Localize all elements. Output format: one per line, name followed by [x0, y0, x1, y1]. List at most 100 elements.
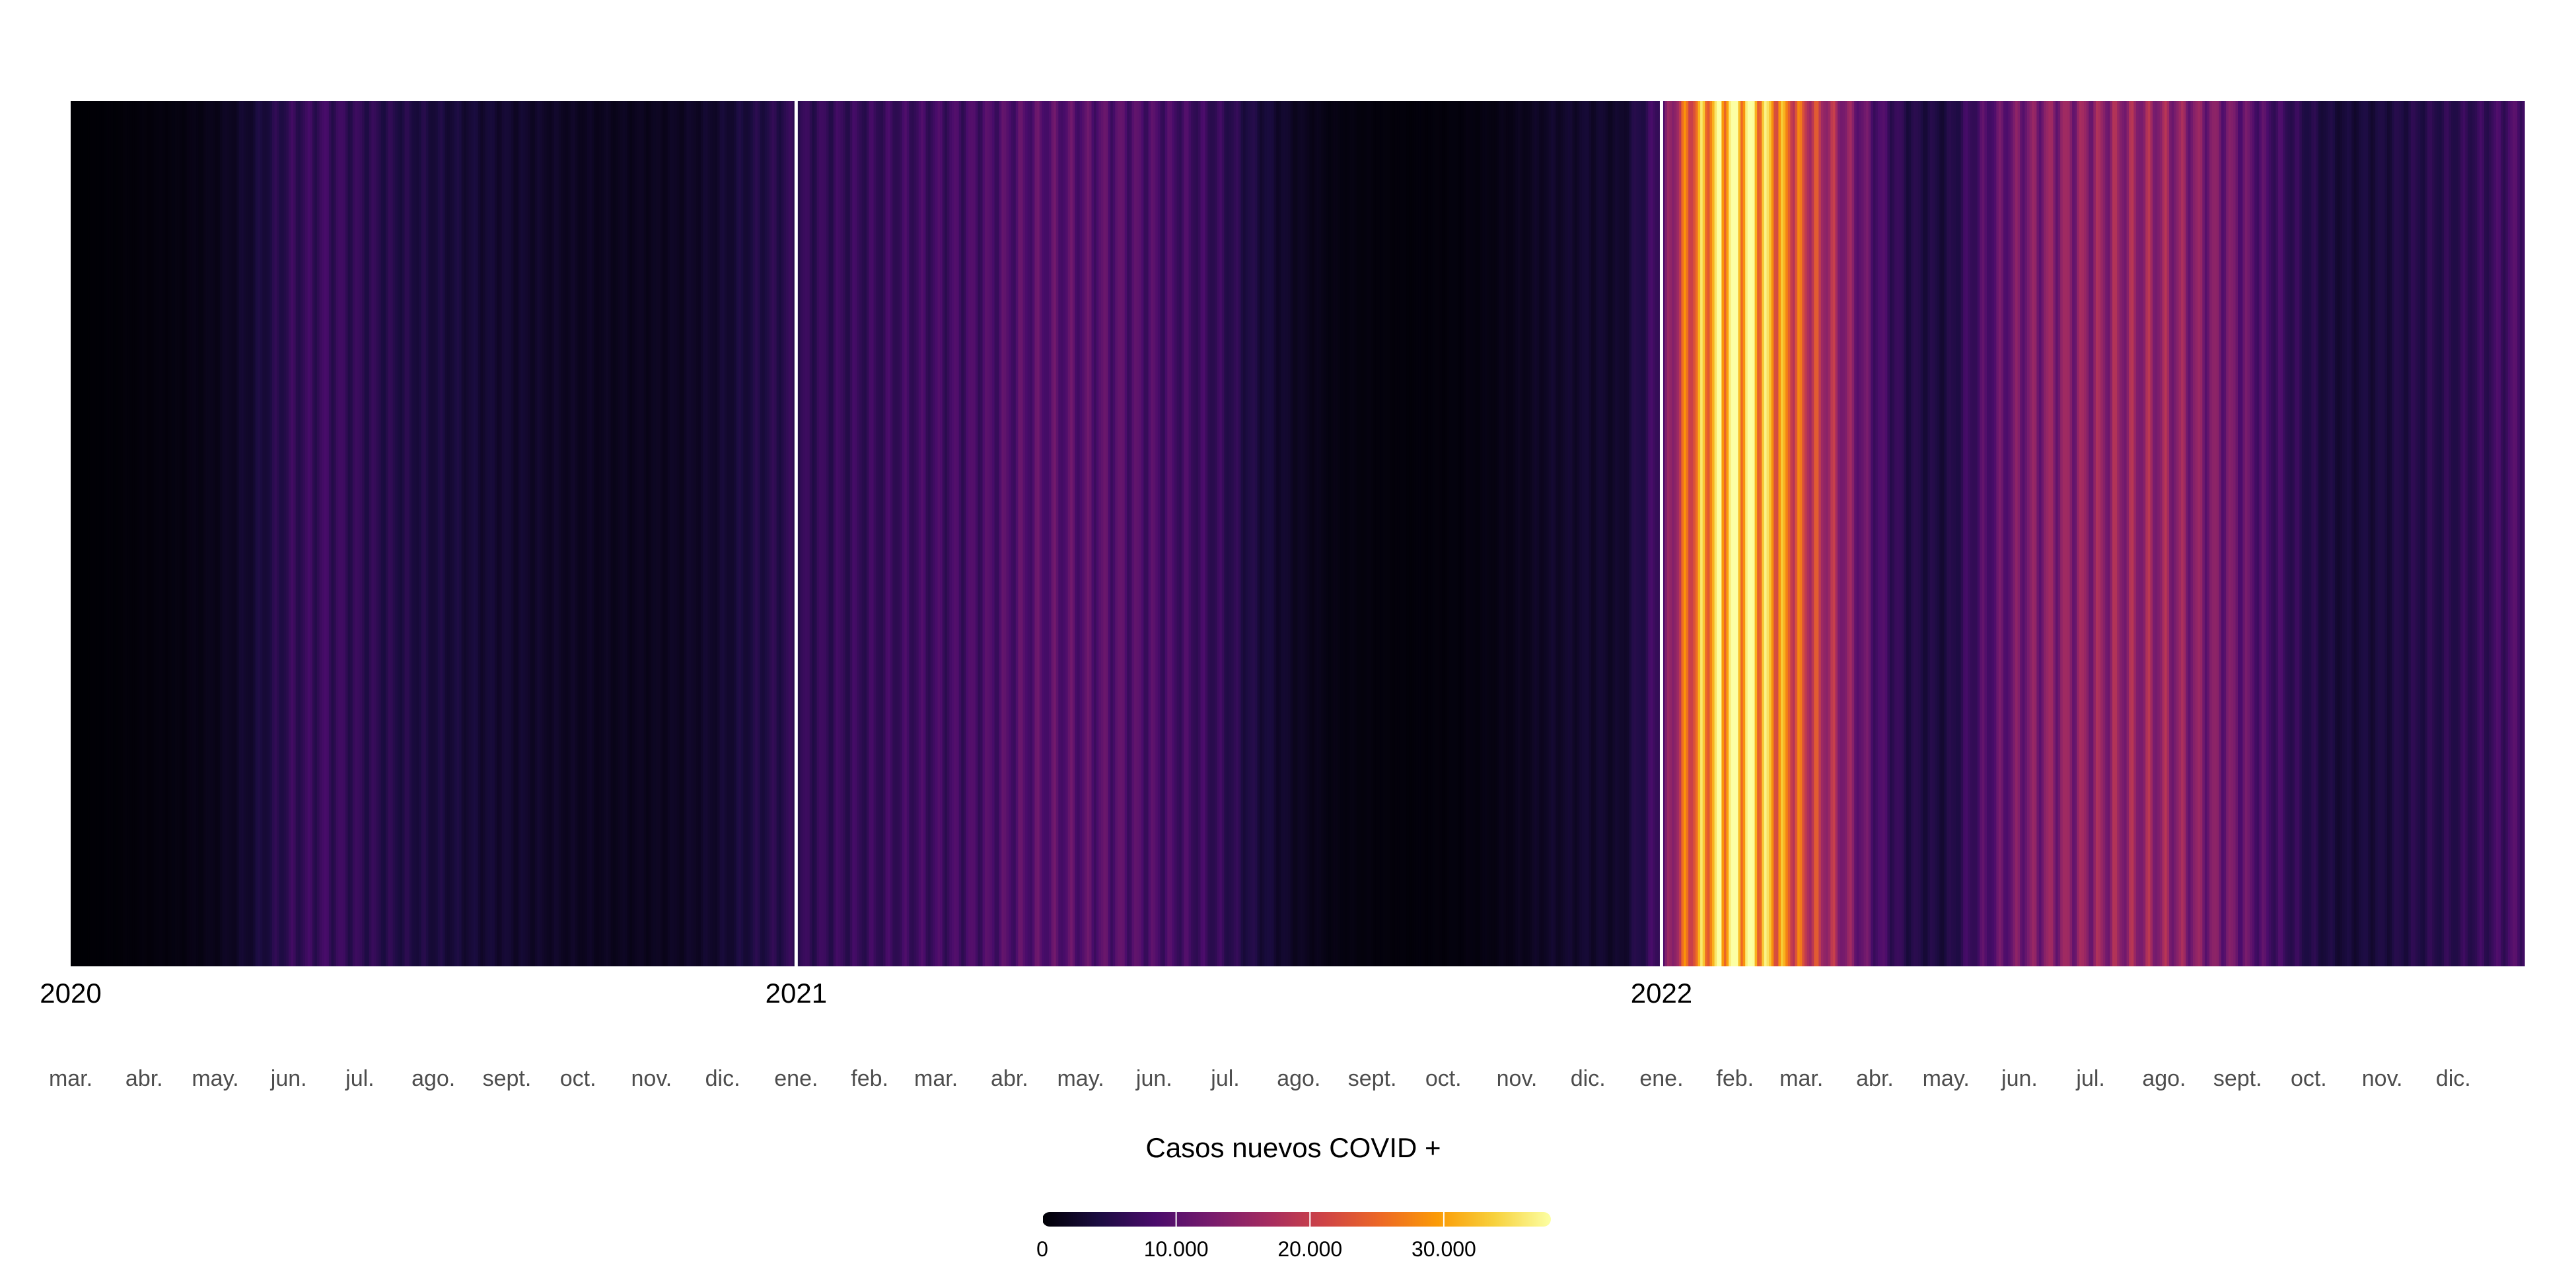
month-tick-label: ene.	[1639, 1066, 1683, 1091]
day-stripe	[1226, 101, 1230, 966]
day-stripe	[1762, 101, 1765, 966]
day-stripe	[203, 101, 206, 966]
day-stripe	[2316, 101, 2319, 966]
day-stripe	[1480, 101, 1483, 966]
day-stripe	[1098, 101, 1102, 966]
day-stripe	[1887, 101, 1890, 966]
day-stripe	[1781, 101, 1784, 966]
day-stripe	[2242, 101, 2246, 966]
day-stripe	[1006, 101, 1009, 966]
day-stripe	[750, 101, 754, 966]
day-stripe	[1830, 101, 1834, 966]
day-stripe	[1944, 101, 1947, 966]
day-stripe	[2392, 101, 2395, 966]
day-stripe	[1714, 101, 1717, 966]
day-stripe	[1297, 101, 1301, 966]
day-stripe	[2453, 101, 2456, 966]
day-stripe	[672, 101, 676, 966]
day-stripe	[2244, 101, 2248, 966]
day-stripe	[2017, 101, 2021, 966]
day-stripe	[1065, 101, 1069, 966]
day-stripe	[423, 101, 427, 966]
day-stripe	[1385, 101, 1388, 966]
day-stripe	[2211, 101, 2215, 966]
day-stripe	[2441, 101, 2445, 966]
day-stripe	[767, 101, 770, 966]
day-stripe	[1042, 101, 1045, 966]
day-stripe	[570, 101, 573, 966]
day-stripe	[961, 101, 964, 966]
day-stripe	[606, 101, 609, 966]
day-stripe	[954, 101, 957, 966]
day-stripe	[170, 101, 173, 966]
day-stripe	[1501, 101, 1505, 966]
day-stripe	[980, 101, 984, 966]
day-stripe	[755, 101, 758, 966]
day-stripe	[1179, 101, 1182, 966]
day-stripe	[1970, 101, 1974, 966]
day-stripe	[1437, 101, 1441, 966]
year-axis-labels: 2020 2021 2022	[40, 978, 1692, 1009]
day-stripe	[153, 101, 157, 966]
day-stripe	[1305, 101, 1308, 966]
day-stripe	[2010, 101, 2014, 966]
day-stripe	[2084, 101, 2087, 966]
day-stripe	[871, 101, 875, 966]
year-label: 2021	[766, 978, 827, 1009]
day-stripe	[1941, 101, 1945, 966]
day-stripe	[1067, 101, 1071, 966]
day-stripe	[1740, 101, 1744, 966]
day-stripe	[2216, 101, 2220, 966]
month-tick-label: jun.	[1135, 1066, 1172, 1091]
day-stripe	[1155, 101, 1159, 966]
day-stripe	[579, 101, 583, 966]
day-stripe	[1532, 101, 1535, 966]
day-stripe	[1586, 101, 1590, 966]
day-stripe	[1468, 101, 1471, 966]
day-stripe	[1236, 101, 1239, 966]
day-stripe	[847, 101, 851, 966]
day-stripe	[2254, 101, 2258, 966]
day-stripe	[2486, 101, 2489, 966]
day-stripe	[1100, 101, 1104, 966]
day-stripe	[994, 101, 997, 966]
day-stripe	[2247, 101, 2250, 966]
day-stripe	[748, 101, 751, 966]
day-stripe	[2098, 101, 2101, 966]
day-stripe	[1882, 101, 1886, 966]
day-stripe	[712, 101, 715, 966]
day-stripe	[836, 101, 839, 966]
day-stripe	[715, 101, 718, 966]
day-stripe	[1809, 101, 1812, 966]
day-stripe	[1645, 101, 1649, 966]
day-stripe	[2207, 101, 2210, 966]
day-stripe	[540, 101, 543, 966]
day-stripe	[1124, 101, 1127, 966]
month-axis-labels: mar. abr. may. jun. jul. ago. sept. oct. nov. dic…	[49, 1066, 2471, 1091]
day-stripe	[916, 101, 919, 966]
day-stripe	[447, 101, 450, 966]
day-stripe	[1608, 101, 1611, 966]
day-stripe	[2060, 101, 2063, 966]
day-stripe	[561, 101, 564, 966]
day-stripe	[189, 101, 192, 966]
day-stripe	[2157, 101, 2161, 966]
day-stripe	[1371, 101, 1374, 966]
day-stripe	[1835, 101, 1838, 966]
day-stripe	[694, 101, 697, 966]
day-stripe	[504, 101, 507, 966]
day-stripe	[1567, 101, 1571, 966]
day-stripe	[942, 101, 945, 966]
day-stripe	[1638, 101, 1642, 966]
day-stripe	[461, 101, 464, 966]
day-stripe	[2437, 101, 2440, 966]
day-stripe	[2410, 101, 2414, 966]
day-stripe	[1373, 101, 1377, 966]
day-stripe	[380, 101, 384, 966]
day-stripe	[1167, 101, 1170, 966]
day-stripe	[1466, 101, 1469, 966]
day-stripe	[1963, 101, 1966, 966]
day-stripe	[1775, 101, 1779, 966]
day-stripe	[2147, 101, 2151, 966]
day-stripe	[2145, 101, 2149, 966]
